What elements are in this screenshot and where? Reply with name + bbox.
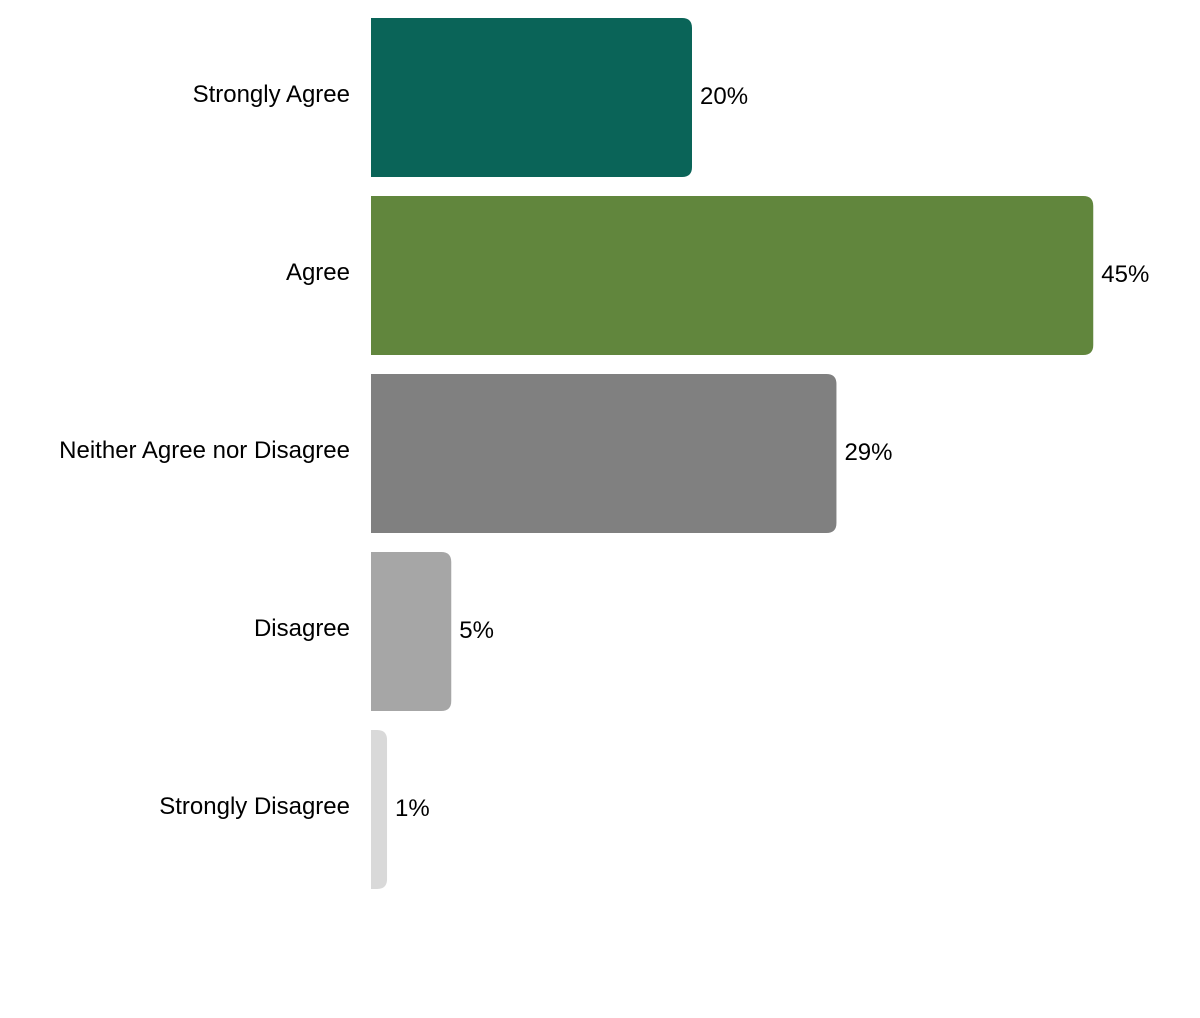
value-label: 45%	[1101, 261, 1149, 288]
category-label: Strongly Disagree	[159, 793, 350, 820]
value-label: 1%	[395, 795, 430, 822]
value-label: 20%	[700, 83, 748, 110]
bar	[371, 196, 1094, 355]
bar	[371, 374, 837, 533]
category-label: Neither Agree nor Disagree	[59, 437, 350, 464]
bar	[371, 730, 388, 889]
value-label: 5%	[459, 617, 494, 644]
value-label: 29%	[844, 439, 892, 466]
bar	[371, 552, 452, 711]
category-label: Strongly Agree	[193, 81, 350, 108]
category-label: Disagree	[254, 615, 350, 642]
bar	[371, 18, 692, 177]
category-label: Agree	[286, 259, 350, 286]
